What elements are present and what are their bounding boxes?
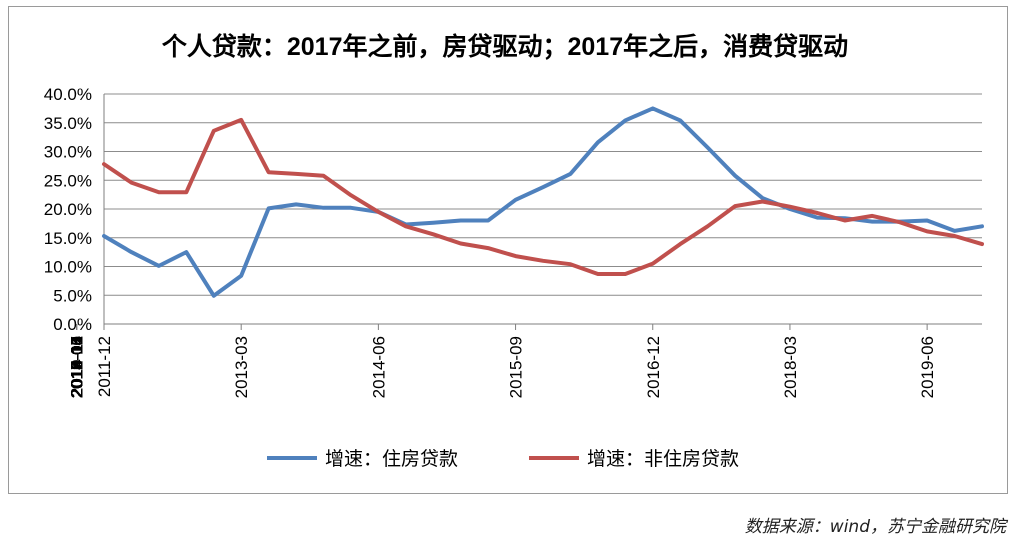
x-tick-label: 2019-11 (68, 336, 87, 397)
chart-frame: 个人贷款：2017年之前，房贷驱动；2017年之后，消费贷驱动 0.0% 5.0%… (8, 6, 1008, 494)
chart-title: 个人贷款：2017年之前，房贷驱动；2017年之后，消费贷驱动 (162, 32, 848, 61)
legend-label-2: 增速：非住房贷款 (587, 448, 739, 470)
x-tick-label: 2016-02 (68, 336, 87, 398)
x-tick-label: 2018-03 (781, 336, 800, 398)
y-tick-label: 5.0% (53, 286, 92, 305)
x-tick-label: 2016-12 (644, 336, 663, 398)
x-tick-label: 2012-10 (68, 336, 87, 398)
source-note: 数据来源：wind，苏宁金融研究院 (744, 517, 1006, 537)
y-tick-label: 15.0% (44, 229, 92, 248)
series-line-1 (102, 106, 984, 298)
x-tick-label: 2014-11 (68, 336, 87, 397)
legend-label-1: 增速：住房贷款 (325, 448, 458, 470)
x-tick-label: 2013-03 (232, 336, 251, 398)
y-tick-label: 40.0% (44, 85, 92, 104)
x-tick-label: 2016-07 (68, 336, 87, 398)
legend: 增速：住房贷款 增速：非住房贷款 (267, 448, 739, 470)
y-tick-label: 10.0% (44, 258, 92, 277)
y-tick-labels: 0.0% 5.0% 10.0% 15.0% 20.0% 25.0% 30.0% 35.0% 40… (44, 85, 92, 334)
line-chart: 个人贷款：2017年之前，房贷驱动；2017年之后，消费贷驱动 0.0% 5.0%… (44, 32, 984, 470)
axes (76, 94, 982, 330)
x-tick-label: 2014-01 (68, 336, 87, 398)
y-tick-label: 20.0% (44, 200, 92, 219)
x-tick-label: 2011-12 (95, 336, 114, 397)
x-tick-label: 2018-08 (68, 336, 87, 398)
y-tick-label: 35.0% (44, 114, 92, 133)
y-tick-label: 30.0% (44, 143, 92, 162)
series-line-2 (102, 117, 984, 276)
y-tick-label: 0.0% (53, 315, 92, 334)
x-tick-label: 2013-08 (68, 336, 87, 398)
x-tick-label: 2017-05 (68, 336, 87, 398)
grid-lines (104, 93, 982, 296)
x-tick-label: 2017-10 (68, 336, 87, 398)
x-tick-label: 2019-06 (918, 336, 937, 398)
series-lines (102, 106, 984, 298)
x-tick-label: 2012-05 (68, 336, 87, 398)
x-tick-label: 2014-06 (369, 336, 388, 398)
y-tick-label: 25.0% (44, 171, 92, 190)
x-tick-label: 2015-09 (507, 336, 526, 398)
x-tick-label: 2015-04 (68, 336, 87, 398)
x-tick-label: 2019-01 (68, 336, 87, 398)
